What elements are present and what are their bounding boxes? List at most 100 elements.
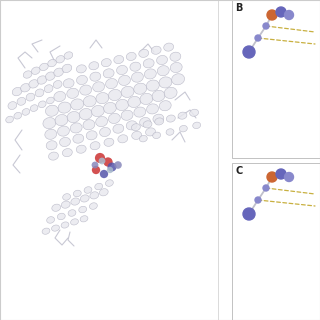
Ellipse shape (68, 210, 76, 216)
Ellipse shape (62, 148, 72, 157)
Ellipse shape (157, 66, 169, 76)
Ellipse shape (152, 90, 165, 101)
Ellipse shape (155, 118, 164, 125)
Ellipse shape (100, 127, 110, 137)
Ellipse shape (139, 135, 147, 142)
Ellipse shape (104, 102, 116, 114)
Ellipse shape (58, 126, 69, 136)
Ellipse shape (79, 108, 92, 120)
Ellipse shape (48, 60, 56, 67)
Ellipse shape (61, 222, 69, 228)
Ellipse shape (56, 56, 65, 63)
Ellipse shape (14, 112, 22, 119)
Ellipse shape (83, 120, 95, 130)
Ellipse shape (153, 132, 161, 139)
Ellipse shape (114, 55, 124, 64)
Circle shape (255, 35, 261, 41)
Point (92, 163, 98, 168)
Ellipse shape (49, 152, 59, 160)
Ellipse shape (118, 135, 128, 143)
Ellipse shape (52, 204, 60, 211)
Ellipse shape (80, 216, 88, 222)
Ellipse shape (143, 121, 152, 128)
Ellipse shape (6, 116, 13, 123)
Point (109, 164, 115, 170)
Ellipse shape (89, 62, 99, 70)
Text: C: C (235, 166, 242, 176)
Ellipse shape (86, 131, 97, 140)
Bar (232, 0, 320, 158)
Ellipse shape (40, 63, 48, 71)
Circle shape (276, 7, 286, 17)
Ellipse shape (30, 105, 38, 111)
Ellipse shape (164, 87, 177, 99)
Circle shape (255, 197, 261, 203)
Ellipse shape (46, 97, 54, 104)
Ellipse shape (38, 101, 46, 108)
Ellipse shape (95, 183, 103, 190)
Ellipse shape (132, 72, 143, 82)
Ellipse shape (84, 187, 92, 193)
Ellipse shape (64, 52, 73, 59)
Ellipse shape (57, 213, 65, 220)
Ellipse shape (45, 129, 57, 139)
Ellipse shape (93, 82, 105, 92)
Ellipse shape (80, 85, 92, 95)
Ellipse shape (20, 84, 30, 92)
Ellipse shape (180, 125, 187, 132)
Ellipse shape (76, 145, 86, 153)
Text: B: B (235, 3, 242, 13)
Ellipse shape (92, 106, 104, 116)
Ellipse shape (45, 72, 55, 80)
Circle shape (267, 10, 277, 20)
Ellipse shape (193, 122, 201, 129)
Ellipse shape (47, 217, 54, 223)
Ellipse shape (90, 192, 99, 199)
Ellipse shape (96, 92, 109, 104)
Ellipse shape (23, 71, 32, 78)
Ellipse shape (42, 228, 50, 234)
Ellipse shape (159, 77, 172, 88)
Circle shape (263, 23, 269, 29)
Ellipse shape (73, 190, 81, 197)
Ellipse shape (121, 86, 134, 97)
Ellipse shape (79, 206, 87, 213)
Ellipse shape (126, 52, 136, 60)
Ellipse shape (170, 62, 182, 73)
Ellipse shape (46, 141, 57, 150)
Ellipse shape (61, 201, 70, 208)
Ellipse shape (130, 62, 141, 71)
Ellipse shape (55, 115, 68, 126)
Ellipse shape (140, 93, 153, 105)
Ellipse shape (128, 96, 141, 108)
Ellipse shape (17, 97, 26, 105)
Ellipse shape (22, 108, 30, 115)
Ellipse shape (151, 46, 161, 54)
Circle shape (267, 172, 277, 182)
Ellipse shape (76, 65, 86, 73)
Ellipse shape (164, 43, 174, 51)
Ellipse shape (172, 74, 185, 85)
Ellipse shape (29, 80, 38, 88)
Ellipse shape (108, 113, 120, 124)
Ellipse shape (70, 123, 82, 133)
Ellipse shape (53, 81, 62, 88)
Ellipse shape (144, 69, 156, 79)
Ellipse shape (159, 101, 171, 111)
Ellipse shape (132, 124, 140, 131)
Ellipse shape (190, 109, 198, 116)
Ellipse shape (58, 102, 71, 113)
Ellipse shape (166, 129, 174, 135)
Ellipse shape (170, 52, 181, 61)
Circle shape (284, 172, 293, 181)
Ellipse shape (31, 67, 40, 75)
Ellipse shape (37, 76, 47, 84)
Ellipse shape (35, 89, 44, 97)
Ellipse shape (73, 134, 84, 143)
Ellipse shape (71, 198, 80, 205)
Circle shape (284, 11, 293, 20)
Ellipse shape (146, 128, 156, 136)
Ellipse shape (52, 225, 60, 231)
Point (108, 167, 113, 172)
Ellipse shape (71, 99, 84, 110)
